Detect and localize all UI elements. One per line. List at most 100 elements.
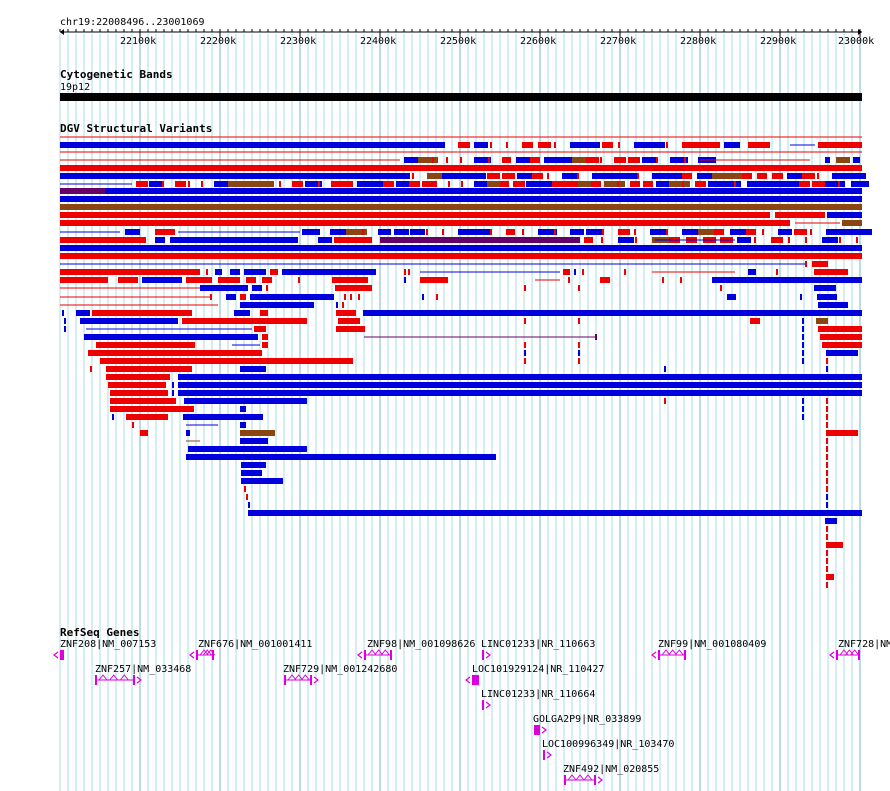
gene-model[interactable] <box>189 649 216 660</box>
variant-block[interactable] <box>346 229 367 235</box>
variant-tick[interactable] <box>404 269 406 275</box>
variant-block[interactable] <box>420 277 448 283</box>
variant-block[interactable] <box>812 261 828 267</box>
variant-block[interactable] <box>105 188 862 194</box>
variant-block[interactable] <box>586 142 600 148</box>
variant-block[interactable] <box>331 181 344 187</box>
variant-tick[interactable] <box>826 438 828 444</box>
variant-block[interactable] <box>60 173 410 179</box>
variant-block[interactable] <box>218 277 240 283</box>
variant-tick[interactable] <box>408 269 410 275</box>
variant-tick[interactable] <box>298 277 300 283</box>
variant-block[interactable] <box>820 334 862 340</box>
variant-block[interactable] <box>772 173 783 179</box>
variant-block[interactable] <box>488 157 490 163</box>
variant-block[interactable] <box>652 173 669 179</box>
variant-block[interactable] <box>472 173 486 179</box>
variant-block[interactable] <box>788 237 790 243</box>
variant-tick[interactable] <box>826 550 828 556</box>
variant-tick[interactable] <box>826 486 828 492</box>
variant-block[interactable] <box>826 542 843 548</box>
variant-block[interactable] <box>178 390 862 396</box>
variant-block[interactable] <box>842 229 859 235</box>
variant-block[interactable] <box>60 237 146 243</box>
variant-block[interactable] <box>262 334 268 340</box>
variant-block[interactable] <box>538 142 551 148</box>
gene-model[interactable] <box>651 649 686 660</box>
variant-block[interactable] <box>125 229 140 235</box>
variant-block[interactable] <box>370 181 387 187</box>
variant-block[interactable] <box>851 181 869 187</box>
variant-block[interactable] <box>522 229 524 235</box>
variant-tick[interactable] <box>336 302 338 308</box>
gene-glyphs[interactable] <box>53 649 860 785</box>
variant-block[interactable] <box>810 229 812 235</box>
variant-block[interactable] <box>409 181 420 187</box>
variant-tick[interactable] <box>826 398 828 404</box>
variant-block[interactable] <box>602 229 604 235</box>
variant-block[interactable] <box>214 181 231 187</box>
variant-tick[interactable] <box>802 398 804 404</box>
variant-block[interactable] <box>110 390 168 396</box>
variant-block[interactable] <box>110 406 194 412</box>
variant-block[interactable] <box>618 229 630 235</box>
variant-block[interactable] <box>490 142 492 148</box>
variant-block[interactable] <box>474 229 492 235</box>
variant-tick[interactable] <box>344 294 346 300</box>
variant-tick[interactable] <box>246 494 248 500</box>
variant-block[interactable] <box>155 237 165 243</box>
variant-tick[interactable] <box>358 294 360 300</box>
variant-block[interactable] <box>670 157 688 163</box>
variant-block[interactable] <box>182 318 307 324</box>
variant-block[interactable] <box>186 277 212 283</box>
variant-block[interactable] <box>457 173 473 179</box>
variant-block[interactable] <box>827 212 862 218</box>
variant-block[interactable] <box>544 157 559 163</box>
variant-block[interactable] <box>60 277 108 283</box>
variant-block[interactable] <box>460 157 462 163</box>
variant-block[interactable] <box>186 430 190 436</box>
variant-block[interactable] <box>248 510 862 516</box>
variant-tick[interactable] <box>802 342 804 348</box>
variant-block[interactable] <box>814 269 848 275</box>
variant-block[interactable] <box>142 277 182 283</box>
variant-block[interactable] <box>853 157 860 163</box>
variant-block[interactable] <box>442 229 444 235</box>
variant-block[interactable] <box>724 142 740 148</box>
variant-tick[interactable] <box>244 486 246 492</box>
variant-block[interactable] <box>786 181 801 187</box>
variant-tick[interactable] <box>574 269 576 275</box>
variant-block[interactable] <box>617 181 619 187</box>
variant-block[interactable] <box>805 237 807 243</box>
variant-block[interactable] <box>826 350 858 356</box>
variant-tick[interactable] <box>62 310 64 316</box>
variant-block[interactable] <box>474 181 492 187</box>
variant-block[interactable] <box>110 398 176 404</box>
variant-block[interactable] <box>404 157 419 163</box>
variant-block[interactable] <box>825 518 837 524</box>
variant-block[interactable] <box>532 173 543 179</box>
variant-block[interactable] <box>446 157 448 163</box>
variant-block[interactable] <box>442 173 461 179</box>
variant-block[interactable] <box>757 173 767 179</box>
variant-block[interactable] <box>618 142 620 148</box>
variant-block[interactable] <box>461 181 463 187</box>
variant-block[interactable] <box>240 438 268 444</box>
variant-block[interactable] <box>746 229 756 235</box>
variant-block[interactable] <box>378 229 391 235</box>
variant-block[interactable] <box>773 181 792 187</box>
variant-block[interactable] <box>60 196 862 202</box>
variant-block[interactable] <box>727 173 748 179</box>
variant-tick[interactable] <box>776 269 778 275</box>
variant-block[interactable] <box>750 318 760 324</box>
variant-block[interactable] <box>149 181 164 187</box>
variant-tick[interactable] <box>826 462 828 468</box>
variant-block[interactable] <box>100 358 353 364</box>
variant-block[interactable] <box>656 181 675 187</box>
variant-block[interactable] <box>500 181 509 187</box>
variant-block[interactable] <box>336 326 365 332</box>
variant-block[interactable] <box>584 237 593 243</box>
variant-block[interactable] <box>622 173 638 179</box>
variant-block[interactable] <box>279 181 281 187</box>
variant-block[interactable] <box>474 157 491 163</box>
